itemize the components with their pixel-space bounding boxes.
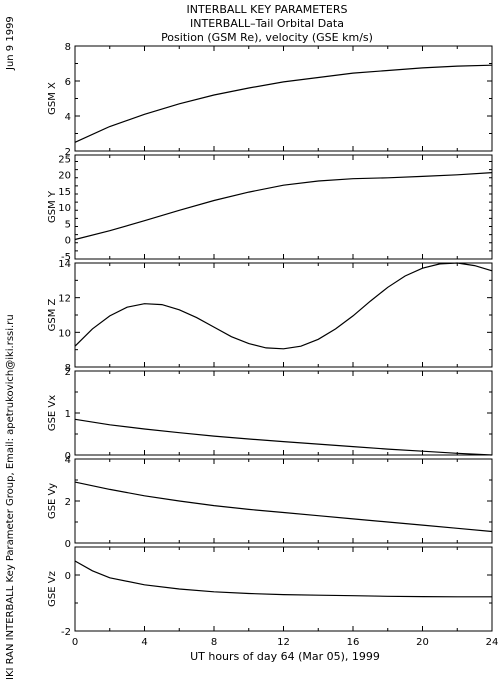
y-tick-label: 2 <box>65 367 71 378</box>
x-tick-label: 12 <box>277 637 290 648</box>
series-line <box>74 172 493 241</box>
x-tick-label: 20 <box>416 637 429 648</box>
y-tick-label: 10 <box>58 203 71 214</box>
y-tick-label: 4 <box>65 112 71 123</box>
panel-frame <box>74 154 493 260</box>
panel-frame <box>74 45 493 152</box>
x-tick-label: 8 <box>211 637 217 648</box>
y-tick-label: 4 <box>65 455 71 466</box>
panel-0: 2 4 6 8 GSM X <box>47 42 493 158</box>
series-line <box>74 64 493 143</box>
y-tick-label: -5 <box>61 252 71 263</box>
y-axis-label: GSE Vx <box>47 395 58 431</box>
x-tick-label: 16 <box>347 637 360 648</box>
y-tick-label: 15 <box>58 187 71 198</box>
y-tick-label: 0 <box>65 539 71 550</box>
series-line <box>74 418 493 456</box>
series-line <box>74 262 493 350</box>
y-axis-label: GSE Vy <box>47 483 58 519</box>
y-tick-label: 25 <box>58 154 71 165</box>
panel-frame <box>74 458 493 544</box>
y-tick-label: 0 <box>65 236 71 247</box>
series-line <box>74 560 492 598</box>
y-tick-label: 2 <box>65 497 71 508</box>
panel-3: 0 1 2 GSE Vx <box>47 367 493 462</box>
panel-frame <box>74 546 493 632</box>
y-axis-label: GSM Z <box>47 298 58 331</box>
panel-2: 8 10 12 14 GSM Z <box>47 259 493 374</box>
y-tick-label: 10 <box>58 328 71 339</box>
y-tick-label: 0 <box>65 571 71 582</box>
y-tick-label: -2 <box>61 627 71 638</box>
series-line <box>74 481 493 533</box>
header-line-1: INTERBALL KEY PARAMETERS <box>187 3 348 16</box>
panel-frame <box>74 262 493 368</box>
y-axis-label: GSM Y <box>47 190 58 223</box>
y-tick-label: 6 <box>65 77 71 88</box>
y-tick-label: 12 <box>58 294 71 305</box>
x-tick-label: 4 <box>141 637 147 648</box>
y-tick-label: 20 <box>58 171 71 182</box>
y-tick-label: 14 <box>58 259 71 270</box>
y-tick-label: 5 <box>65 219 71 230</box>
panel-frame <box>74 370 493 456</box>
side-credit: IKI RAN INTERBALL Key Parameter Group, E… <box>5 314 16 680</box>
y-axis-label: GSM X <box>47 82 58 115</box>
x-axis-label: UT hours of day 64 (Mar 05), 1999 <box>190 650 380 663</box>
panel-1: -5 0 5 10 15 20 25 GSM Y <box>47 154 493 263</box>
header-line-3: Position (GSM Re), velocity (GSE km/s) <box>161 31 373 44</box>
y-tick-label: 2 <box>65 147 71 158</box>
y-tick-label: 1 <box>65 409 71 420</box>
side-date: Jun 9 1999 <box>5 16 16 71</box>
header-line-2: INTERBALL–Tail Orbital Data <box>190 17 344 30</box>
y-tick-label: 8 <box>65 42 71 53</box>
panel-4: 0 2 4 GSE Vy <box>47 455 493 550</box>
x-tick-label: 24 <box>486 637 499 648</box>
x-tick-label: 0 <box>72 637 78 648</box>
y-tick-label: 8 <box>65 363 71 374</box>
y-tick-label: 0 <box>65 451 71 462</box>
y-axis-label: GSE Vz <box>47 571 58 607</box>
panel-5: -2 0 GSE Vz <box>47 546 493 638</box>
